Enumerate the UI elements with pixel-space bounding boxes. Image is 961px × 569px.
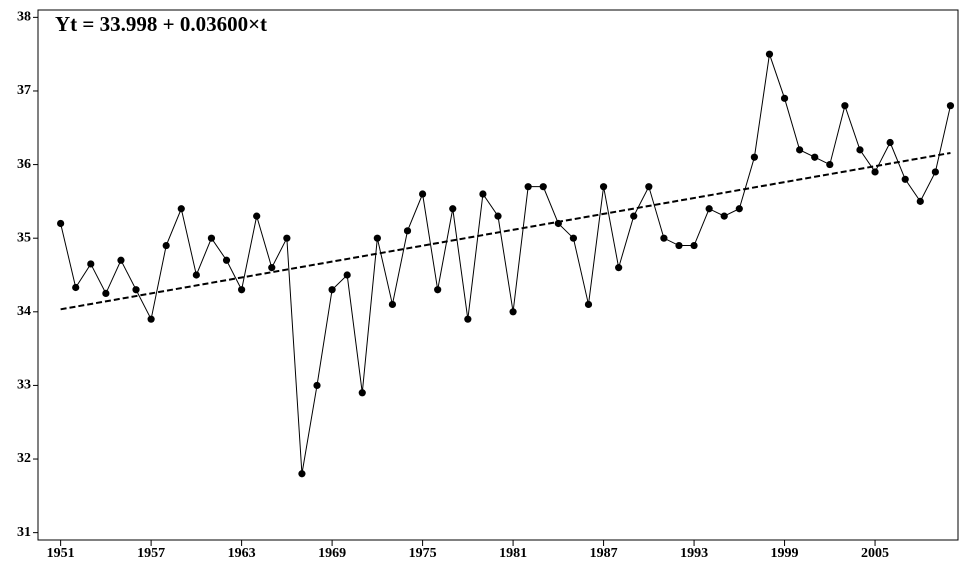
data-point (87, 260, 95, 268)
data-point (735, 205, 743, 213)
data-point (796, 146, 804, 154)
data-point (916, 197, 924, 205)
data-point (630, 212, 638, 220)
data-point (162, 241, 170, 250)
data-point (403, 227, 412, 235)
data-point (660, 234, 668, 242)
data-point (946, 102, 955, 110)
data-line (60, 151, 951, 311)
data-point (584, 300, 593, 309)
data-point (886, 138, 894, 147)
data-point (615, 264, 623, 272)
x-tick-label: 1999 (771, 546, 799, 561)
data-point (283, 234, 291, 242)
data-point (222, 256, 231, 264)
data-point (464, 315, 472, 323)
data-point (373, 234, 381, 242)
y-tick-label: 36 (17, 157, 31, 172)
data-point (177, 205, 185, 213)
data-point (780, 94, 789, 102)
data-point (931, 168, 939, 176)
y-tick-label: 33 (17, 378, 31, 393)
data-point (147, 315, 155, 323)
data-point (569, 234, 578, 242)
data-point (856, 146, 864, 154)
data-point (57, 219, 65, 228)
data-point (826, 160, 834, 169)
data-point (268, 264, 276, 272)
x-tick-label: 1975 (409, 546, 437, 561)
plot-frame (37, 9, 959, 541)
x-tick-label: 1951 (47, 546, 75, 561)
data-point (645, 183, 653, 191)
data-point (298, 470, 306, 478)
x-tick-label: 1993 (680, 546, 708, 561)
data-point (192, 271, 200, 279)
data-point (418, 190, 427, 198)
data-point (479, 190, 487, 198)
x-tick-label: 1957 (137, 546, 165, 561)
data-point (811, 153, 819, 161)
data-point (207, 234, 216, 242)
y-tick-label: 37 (17, 83, 31, 98)
data-point (494, 212, 502, 220)
data-point (539, 183, 547, 191)
x-tick-label: 1987 (590, 546, 618, 561)
data-point (599, 183, 608, 191)
data-point (388, 300, 397, 309)
data-point (102, 289, 110, 298)
data-point (841, 102, 849, 110)
x-tick-label: 1981 (499, 546, 527, 561)
data-point (238, 286, 246, 294)
data-line (60, 54, 951, 474)
data-point (313, 381, 321, 390)
data-point (358, 389, 366, 397)
data-point (675, 241, 683, 250)
y-tick-label: 31 (17, 525, 31, 540)
data-point (72, 283, 80, 292)
data-point (720, 212, 728, 220)
x-tick-label: 2005 (861, 546, 889, 561)
y-tick-label: 32 (17, 451, 31, 466)
data-point (132, 286, 140, 294)
data-point (705, 205, 713, 213)
data-point (765, 50, 774, 58)
data-point (524, 183, 532, 191)
data-point (343, 271, 351, 279)
data-point (901, 175, 909, 183)
data-point (750, 153, 758, 161)
data-point (449, 205, 457, 213)
data-point (253, 212, 261, 220)
data-point (328, 286, 336, 294)
data-point (509, 308, 517, 316)
data-point (871, 168, 879, 176)
data-point (117, 256, 125, 264)
data-point (690, 241, 698, 250)
y-tick-label: 35 (17, 230, 31, 245)
x-tick-label: 1963 (228, 546, 256, 561)
y-tick-label: 38 (17, 10, 31, 25)
x-tick-label: 1969 (318, 546, 346, 561)
y-tick-label: 34 (17, 304, 31, 319)
data-point (434, 286, 442, 294)
equation-annotation: Yt = 33.998 + 0.03600×t (55, 12, 267, 36)
